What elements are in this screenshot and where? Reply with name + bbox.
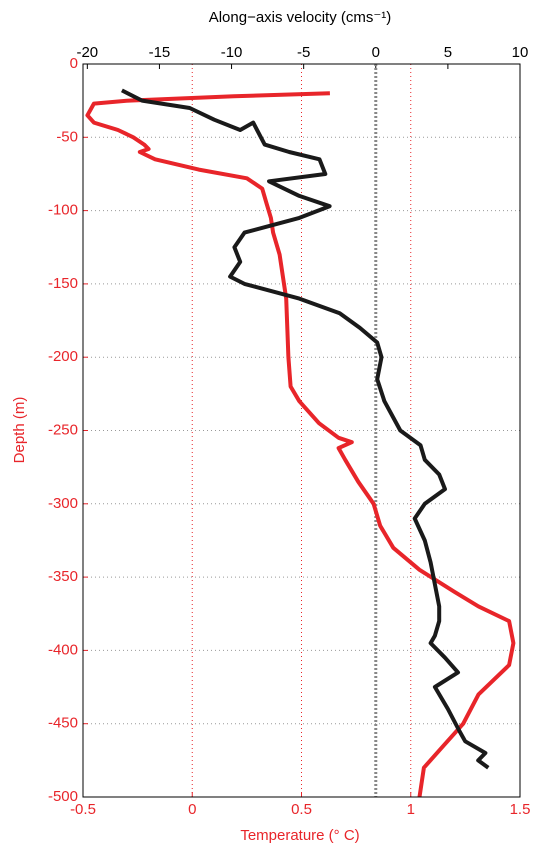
top-axis-label: Along−axis velocity (cms⁻¹) (209, 9, 392, 26)
y-tick-label: 0 (70, 55, 78, 72)
x-tick-label: 0.5 (291, 801, 312, 818)
y-tick-label: -250 (48, 421, 78, 438)
y-tick-label: -400 (48, 641, 78, 658)
y-tick-label: -300 (48, 495, 78, 512)
x-tick-label: 1.5 (510, 801, 531, 818)
x2-tick-label: -20 (76, 44, 98, 61)
x-axis-label: Temperature (° C) (240, 827, 359, 844)
series-line (85, 91, 516, 798)
x-tick-label: -0.5 (70, 801, 96, 818)
y-tick-label: -200 (48, 348, 78, 365)
series-line (120, 88, 490, 770)
x2-tick-label: 10 (512, 44, 529, 61)
x-tick-label: 0 (188, 801, 196, 818)
y-axis-label: Depth (m) (11, 397, 28, 464)
x2-tick-label: 5 (444, 44, 452, 61)
x2-tick-label: -15 (149, 44, 171, 61)
y-tick-label: -500 (48, 788, 78, 805)
y-tick-label: -450 (48, 715, 78, 732)
y-tick-label: -150 (48, 275, 78, 292)
y-tick-label: -100 (48, 202, 78, 219)
y-tick-label: -350 (48, 568, 78, 585)
x2-tick-label: 0 (372, 44, 380, 61)
x2-tick-label: -10 (221, 44, 243, 61)
x2-tick-label: -5 (297, 44, 310, 61)
y-tick-label: -50 (56, 128, 78, 145)
x-tick-label: 1 (407, 801, 415, 818)
plot-frame (82, 63, 521, 798)
